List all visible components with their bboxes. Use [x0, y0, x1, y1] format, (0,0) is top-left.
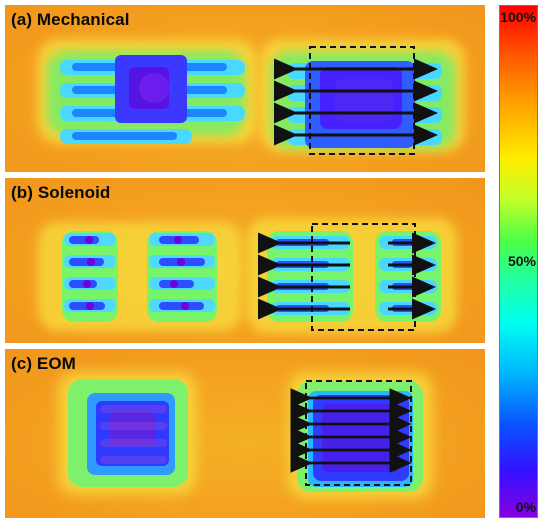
solenoid-left-columns — [62, 231, 217, 322]
panel-label-mechanical: (a) Mechanical — [11, 10, 130, 29]
panel-solenoid: (b) Solenoid — [5, 178, 485, 343]
colorbar-mid-label: 50% — [507, 253, 536, 269]
panel-label-eom: (c) EOM — [11, 354, 76, 373]
panel-label-solenoid: (b) Solenoid — [11, 183, 111, 202]
panel-eom: (c) EOM — [5, 349, 485, 518]
colorbar-bottom-label: 0% — [515, 499, 536, 515]
eom-heatmap — [58, 372, 433, 499]
mechanical-heatmap — [37, 39, 465, 155]
solenoid-heatmap — [38, 218, 457, 333]
colorbar-top-label: 100% — [500, 9, 536, 25]
panel-mechanical: (a) Mechanical — [5, 5, 485, 172]
colorbar: 100% 50% 0% — [499, 5, 538, 518]
